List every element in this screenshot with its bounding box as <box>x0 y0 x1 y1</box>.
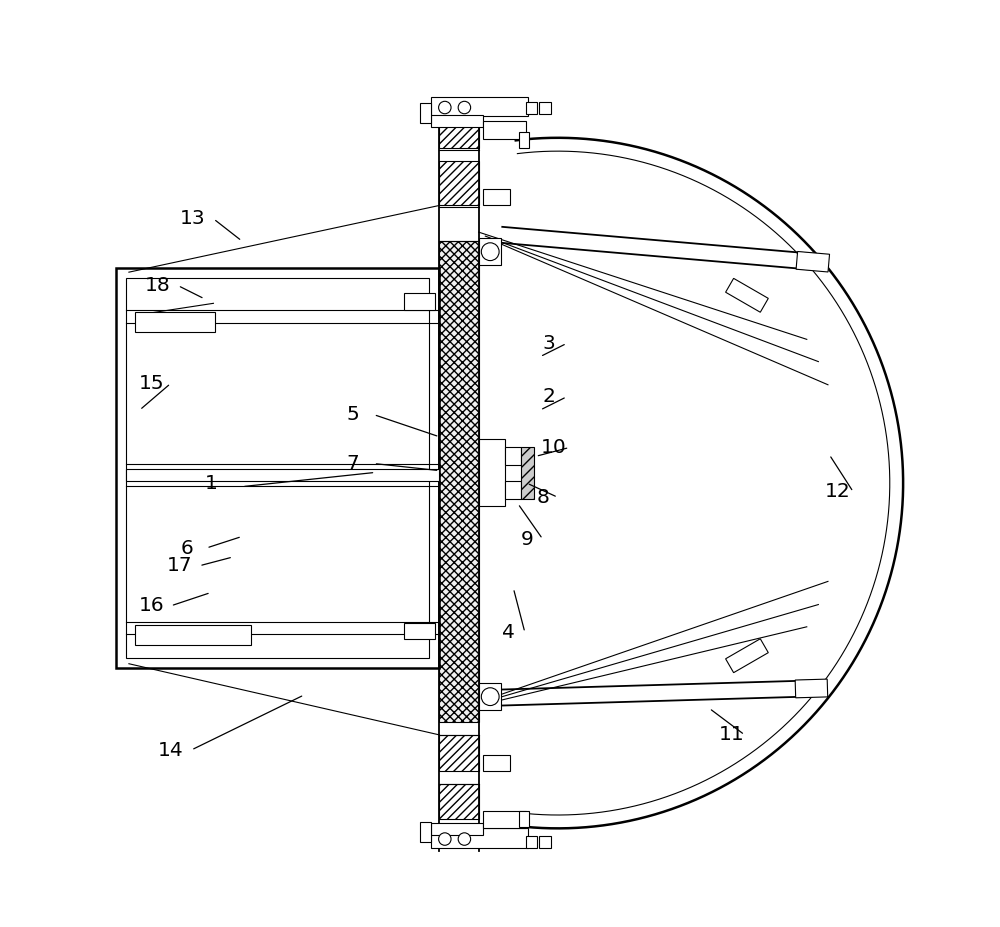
Bar <box>519 810 529 827</box>
Text: 2: 2 <box>543 387 555 406</box>
Bar <box>483 755 510 770</box>
Bar <box>116 268 439 668</box>
Bar <box>439 161 479 206</box>
Bar <box>505 481 521 499</box>
Bar <box>126 469 439 481</box>
Bar <box>420 822 431 842</box>
Bar <box>431 115 483 127</box>
Text: 8: 8 <box>536 488 549 507</box>
Circle shape <box>481 688 499 705</box>
Text: 10: 10 <box>541 438 566 457</box>
Bar <box>431 823 483 835</box>
Bar <box>726 278 768 312</box>
Bar <box>439 735 479 770</box>
Bar <box>526 102 537 114</box>
Bar <box>521 448 534 499</box>
Bar <box>439 241 479 721</box>
Text: 18: 18 <box>145 276 170 295</box>
Bar <box>135 312 215 332</box>
Bar <box>439 117 479 147</box>
Bar <box>126 278 429 657</box>
Text: 5: 5 <box>347 405 360 424</box>
Circle shape <box>458 832 471 845</box>
Text: 11: 11 <box>719 726 744 744</box>
Bar <box>539 836 551 848</box>
Circle shape <box>439 101 451 114</box>
Text: 6: 6 <box>180 539 193 557</box>
Bar <box>483 121 526 139</box>
Text: 1: 1 <box>204 474 217 492</box>
Text: 17: 17 <box>167 556 192 576</box>
Circle shape <box>481 243 499 260</box>
Text: 16: 16 <box>138 596 164 616</box>
Bar <box>439 784 479 819</box>
Circle shape <box>458 101 471 114</box>
Text: 9: 9 <box>520 529 533 549</box>
Bar <box>795 679 828 698</box>
Bar <box>479 683 501 710</box>
Circle shape <box>439 832 451 845</box>
Bar <box>483 810 526 829</box>
Text: 3: 3 <box>543 334 555 353</box>
Bar <box>431 829 528 848</box>
Bar <box>505 448 521 465</box>
Text: 13: 13 <box>180 210 206 228</box>
Text: 4: 4 <box>502 623 515 642</box>
Text: 14: 14 <box>158 741 184 759</box>
Bar <box>404 623 435 639</box>
Bar <box>483 189 510 206</box>
Bar <box>135 626 251 645</box>
Bar <box>431 96 528 117</box>
Bar <box>539 102 551 114</box>
Text: 12: 12 <box>825 482 851 502</box>
Bar <box>726 639 768 673</box>
Bar <box>479 438 505 506</box>
Bar <box>420 103 431 122</box>
Bar <box>519 132 529 147</box>
Bar <box>404 293 435 311</box>
Text: 7: 7 <box>347 454 360 473</box>
Bar <box>526 836 537 848</box>
Text: 15: 15 <box>138 374 164 393</box>
Bar <box>479 238 501 265</box>
Bar <box>796 251 830 272</box>
